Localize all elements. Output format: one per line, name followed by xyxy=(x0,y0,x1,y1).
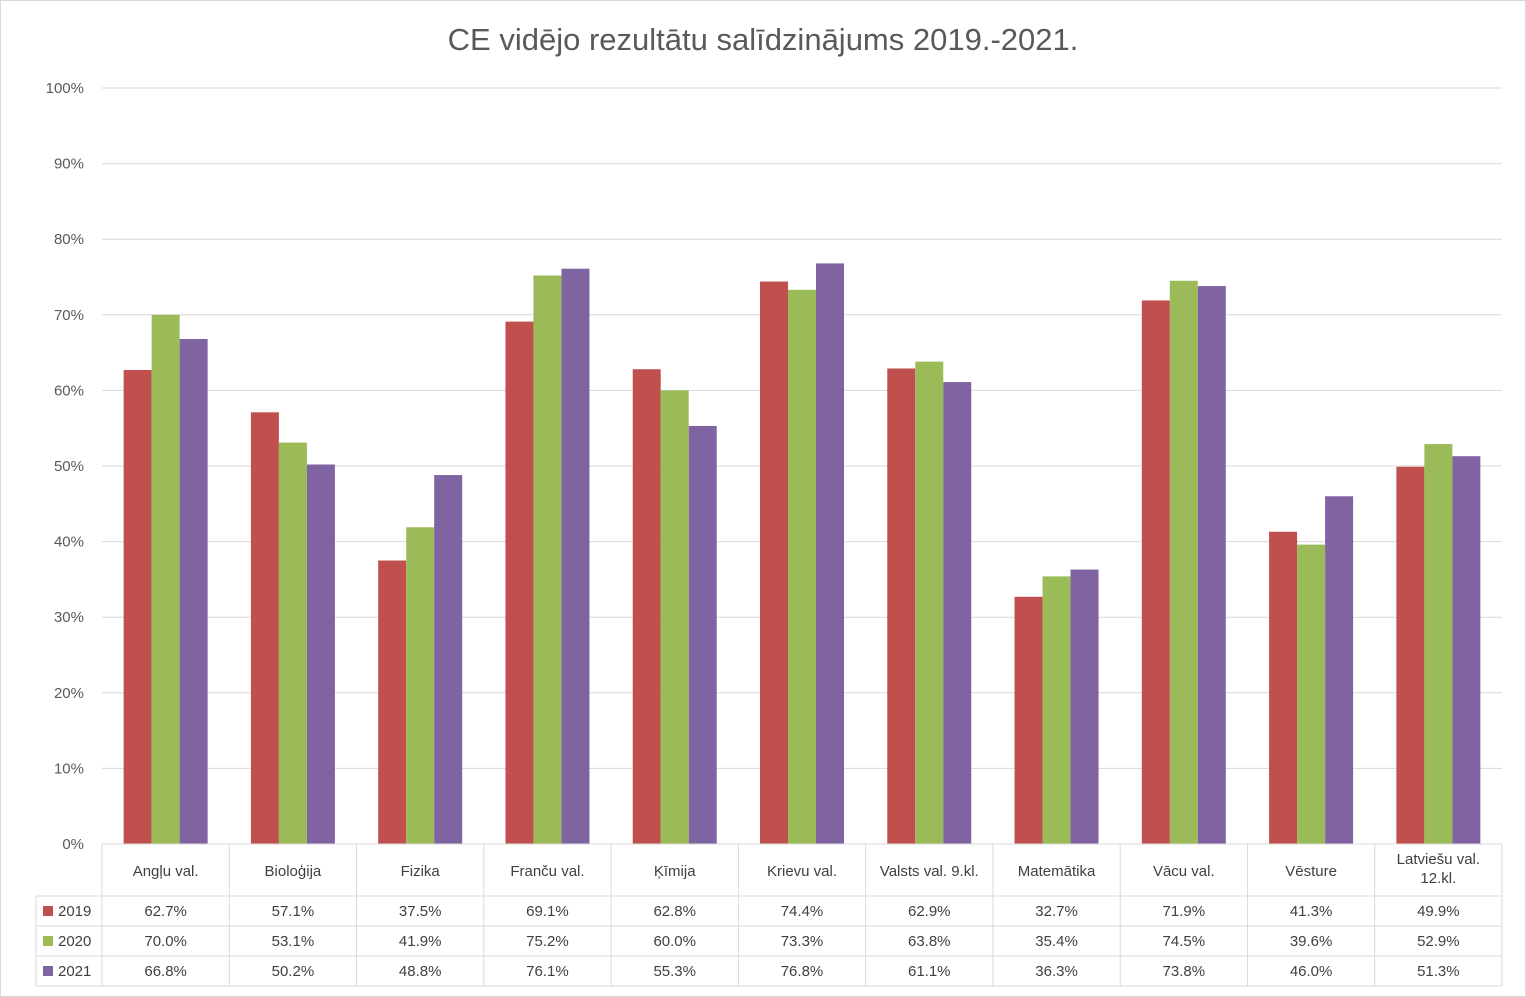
data-label: 41.9% xyxy=(399,933,442,950)
y-tick-label: 100% xyxy=(46,80,84,97)
category-label: Bioloģija xyxy=(265,863,322,880)
bar-2020 xyxy=(1169,280,1198,844)
data-label: 70.0% xyxy=(144,933,187,950)
bar-2020 xyxy=(788,289,816,844)
bar-2020 xyxy=(1424,444,1453,844)
bar-2019 xyxy=(1269,531,1298,844)
category-label: Vācu val. xyxy=(1153,863,1215,880)
bar-2019 xyxy=(123,369,152,844)
data-label: 49.9% xyxy=(1417,903,1460,920)
legend-key-2020 xyxy=(43,936,53,946)
data-label: 55.3% xyxy=(653,963,696,980)
bar-2020 xyxy=(406,527,435,844)
data-label: 37.5% xyxy=(399,903,442,920)
legend-key-2021 xyxy=(43,966,53,976)
y-tick-label: 80% xyxy=(54,231,84,248)
y-tick-label: 70% xyxy=(54,307,84,324)
category-label: Ķīmija xyxy=(654,863,696,880)
bar-2020 xyxy=(660,390,689,844)
bar-2021 xyxy=(179,338,208,844)
category-label: Angļu val. xyxy=(133,863,199,880)
data-label: 60.0% xyxy=(653,933,696,950)
data-label: 36.3% xyxy=(1035,963,1078,980)
data-label: 48.8% xyxy=(399,963,442,980)
data-label: 50.2% xyxy=(272,963,315,980)
category-label: Matemātika xyxy=(1018,863,1096,880)
data-label: 46.0% xyxy=(1290,963,1333,980)
data-label: 52.9% xyxy=(1417,933,1460,950)
bar-2019 xyxy=(505,321,534,844)
bar-2021 xyxy=(434,475,463,844)
data-label: 35.4% xyxy=(1035,933,1078,950)
bar-2019 xyxy=(760,281,788,844)
data-label: 76.1% xyxy=(526,963,569,980)
data-label: 62.8% xyxy=(653,903,696,920)
bar-2020 xyxy=(278,442,307,844)
data-label: 62.9% xyxy=(908,903,951,920)
legend-label: 2020 xyxy=(58,933,91,950)
bar-2020 xyxy=(533,275,562,844)
bar-2019 xyxy=(1396,466,1425,844)
y-tick-label: 10% xyxy=(54,760,84,777)
category-label: Vēsture xyxy=(1285,863,1337,880)
data-label: 57.1% xyxy=(272,903,315,920)
data-label: 63.8% xyxy=(908,933,951,950)
data-label: 69.1% xyxy=(526,903,569,920)
bar-2021 xyxy=(561,268,590,845)
y-tick-label: 60% xyxy=(54,382,84,399)
bar-2019 xyxy=(1141,300,1170,844)
data-label: 61.1% xyxy=(908,963,951,980)
y-tick-label: 30% xyxy=(54,609,84,626)
bar-2021 xyxy=(943,382,972,844)
chart-title: CE vidējo rezultātu salīdzinājums 2019.-… xyxy=(447,22,1079,57)
data-label: 74.4% xyxy=(781,903,824,920)
data-label: 53.1% xyxy=(272,933,315,950)
bar-2021 xyxy=(306,464,335,844)
legend-label: 2021 xyxy=(58,963,91,980)
y-tick-label: 20% xyxy=(54,685,84,702)
bar-2019 xyxy=(250,412,279,844)
bar-2019 xyxy=(1014,596,1043,844)
y-tick-label: 90% xyxy=(54,156,84,173)
bar-2021 xyxy=(1452,456,1481,844)
bar-2021 xyxy=(1197,286,1226,844)
data-label: 39.6% xyxy=(1290,933,1333,950)
bar-2021 xyxy=(1325,496,1354,844)
data-label: 74.5% xyxy=(1163,933,1206,950)
category-label: Fizika xyxy=(401,863,441,880)
legend-label: 2019 xyxy=(58,903,91,920)
bar-2020 xyxy=(1042,576,1071,844)
bar-2019 xyxy=(378,560,407,844)
bar-2020 xyxy=(151,314,180,844)
category-label: Krievu val. xyxy=(767,863,837,880)
category-label: Franču val. xyxy=(510,863,584,880)
bar-2021 xyxy=(688,425,717,844)
data-label: 73.3% xyxy=(781,933,824,950)
data-label: 73.8% xyxy=(1163,963,1206,980)
bar-2021 xyxy=(816,263,844,845)
data-label: 75.2% xyxy=(526,933,569,950)
legend-key-2019 xyxy=(43,906,53,916)
bar-2020 xyxy=(1297,544,1326,844)
y-tick-label: 0% xyxy=(62,836,84,853)
bar-2020 xyxy=(915,361,944,844)
bar-2021 xyxy=(1070,569,1099,844)
category-label: Valsts val. 9.kl. xyxy=(880,863,979,880)
data-label: 62.7% xyxy=(144,903,187,920)
bar-2019 xyxy=(632,369,661,844)
data-label: 51.3% xyxy=(1417,963,1460,980)
bar-2019 xyxy=(887,368,916,844)
category-label: Latviešu val. 12.kl. xyxy=(1397,851,1480,887)
y-tick-label: 50% xyxy=(54,458,84,475)
data-label: 41.3% xyxy=(1290,903,1333,920)
data-label: 66.8% xyxy=(144,963,187,980)
y-tick-label: 40% xyxy=(54,534,84,551)
data-label: 71.9% xyxy=(1163,903,1206,920)
data-label: 76.8% xyxy=(781,963,824,980)
data-label: 32.7% xyxy=(1035,903,1078,920)
